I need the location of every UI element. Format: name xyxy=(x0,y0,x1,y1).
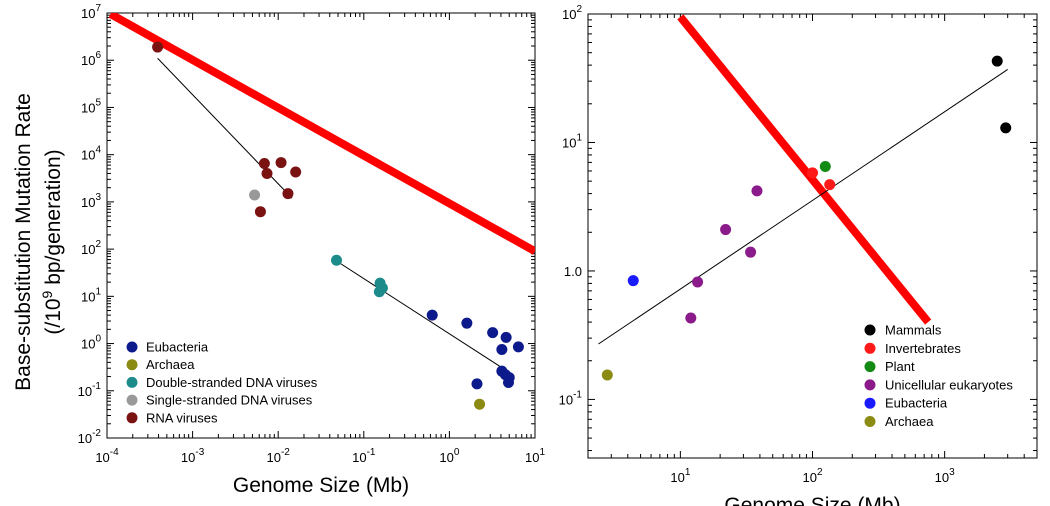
x-tick-label: 103 xyxy=(935,467,955,485)
x-axis-title-right: Genome Size (Mb) xyxy=(724,494,900,506)
y-axis-title-line1: Base-substitution Mutation Rate xyxy=(12,93,35,391)
point-rna-viruses xyxy=(282,188,294,200)
legend-marker-eubacteria xyxy=(126,341,138,353)
red-limit-line-left-0 xyxy=(108,13,535,255)
ticks-left xyxy=(106,12,536,439)
legend-label-rna-viruses: RNA viruses xyxy=(146,410,218,425)
legend-marker-single-stranded-dna-viruses xyxy=(126,394,138,406)
legend-label-archaea: Archaea xyxy=(885,414,934,429)
legend-right: Mammals Invertebrates Plant Unicellular euk… xyxy=(864,323,1013,429)
legend-label-eubacteria: Eubacteria xyxy=(146,340,209,355)
y-tick-label: 10-1 xyxy=(78,381,102,399)
y-tick-label: 102 xyxy=(562,4,582,22)
legend-marker-eubacteria xyxy=(864,397,876,409)
point-unicellular-eukaryotes xyxy=(685,312,697,324)
plot-area-left xyxy=(108,13,535,410)
point-rna-viruses xyxy=(275,157,287,169)
point-eubacteria xyxy=(500,331,512,343)
y-tick-label: 10-2 xyxy=(78,428,102,446)
legend-label-double-stranded-dna-viruses: Double-stranded DNA viruses xyxy=(146,375,318,390)
legend-label-unicellular-eukaryotes: Unicellular eukaryotes xyxy=(885,377,1013,392)
point-unicellular-eukaryotes xyxy=(751,185,763,197)
y-tick-label: 1.0 xyxy=(564,264,582,279)
legend-marker-double-stranded-dna-viruses xyxy=(126,376,138,388)
point-invertebrates xyxy=(824,179,836,191)
point-eubacteria xyxy=(512,341,524,353)
point-plant xyxy=(819,161,831,173)
chart-panel-left: 10-4 10-3 10-2 10-1 100 101 10-2 10-1 100 101 102 1… xyxy=(78,3,546,497)
point-eubacteria xyxy=(426,309,438,321)
legend-label-plant: Plant xyxy=(885,359,915,374)
point-unicellular-eukaryotes xyxy=(745,246,757,258)
y-axis-title-line2: (/109 bp/generation) xyxy=(39,149,65,334)
red-limit-line-right-0 xyxy=(677,14,932,325)
x-tick-label: 10-4 xyxy=(95,447,119,465)
y-tick-label: 10-1 xyxy=(559,389,583,407)
legend-marker-archaea xyxy=(864,416,876,427)
ticks-right xyxy=(588,13,1037,458)
x-tick-label: 101 xyxy=(525,447,545,465)
y-tick-label: 105 xyxy=(81,97,101,115)
point-mammals xyxy=(991,55,1003,67)
point-rna-viruses xyxy=(258,158,270,170)
legend-marker-invertebrates xyxy=(864,342,876,354)
point-eubacteria xyxy=(487,327,499,339)
x-axis-title-left: Genome Size (Mb) xyxy=(233,474,409,497)
point-rna-viruses xyxy=(152,41,164,53)
y-tick-label: 107 xyxy=(81,3,101,21)
point-rna-viruses xyxy=(254,206,266,218)
x-tick-label: 100 xyxy=(439,447,459,465)
point-archaea xyxy=(601,369,613,381)
point-eubacteria xyxy=(627,275,639,287)
x-tick-label: 10-2 xyxy=(267,447,291,465)
point-eubacteria xyxy=(502,376,514,388)
chart-panel-right: 101 102 103 10-1 1.0 101 102 Genome Size (Mb) Ma… xyxy=(559,4,1038,506)
legend-label-eubacteria: Eubacteria xyxy=(885,396,948,411)
x-tick-label: 10-3 xyxy=(181,447,205,465)
legend-label-single-stranded-dna-viruses: Single-stranded DNA viruses xyxy=(146,393,313,408)
legend-marker-plant xyxy=(864,361,876,373)
legend-left: Eubacteria Archaea Double-stranded DNA vir… xyxy=(126,340,318,425)
y-tick-label: 100 xyxy=(81,334,101,352)
point-unicellular-eukaryotes xyxy=(720,224,732,236)
y-tick-label: 106 xyxy=(81,50,101,68)
point-eubacteria xyxy=(496,343,508,355)
y-tick-label: 101 xyxy=(562,132,582,150)
y-tick-label: 102 xyxy=(81,239,101,257)
point-archaea xyxy=(474,398,486,410)
y-tick-label: 104 xyxy=(81,145,101,163)
plot-area-right xyxy=(598,14,1012,381)
point-unicellular-eukaryotes xyxy=(692,276,704,288)
legend-label-mammals: Mammals xyxy=(885,323,942,338)
legend-marker-unicellular-eukaryotes xyxy=(864,379,876,391)
point-invertebrates xyxy=(807,167,818,179)
x-tick-label: 10-1 xyxy=(352,447,376,465)
legend-marker-rna-viruses xyxy=(126,412,138,424)
x-tick-label: 102 xyxy=(802,467,822,485)
point-rna-viruses xyxy=(261,167,273,179)
point-mammals xyxy=(1000,122,1012,134)
legend-label-archaea: Archaea xyxy=(146,357,195,372)
regression-line-left-2 xyxy=(336,260,515,376)
regression-line-right-1 xyxy=(598,69,1008,345)
point-rna-viruses xyxy=(290,166,302,178)
legend-marker-mammals xyxy=(864,324,876,336)
y-tick-label: 103 xyxy=(81,192,101,210)
point-single-stranded-dna-viruses xyxy=(249,189,261,201)
point-eubacteria xyxy=(461,317,473,329)
point-double-stranded-dna-viruses xyxy=(331,254,343,266)
legend-marker-archaea xyxy=(126,359,138,371)
y-tick-label: 101 xyxy=(81,286,101,304)
legend-label-invertebrates: Invertebrates xyxy=(885,341,961,356)
plot-frame-left xyxy=(106,12,536,439)
point-eubacteria xyxy=(471,378,483,390)
x-tick-label: 101 xyxy=(670,467,690,485)
point-double-stranded-dna-viruses xyxy=(373,286,385,298)
